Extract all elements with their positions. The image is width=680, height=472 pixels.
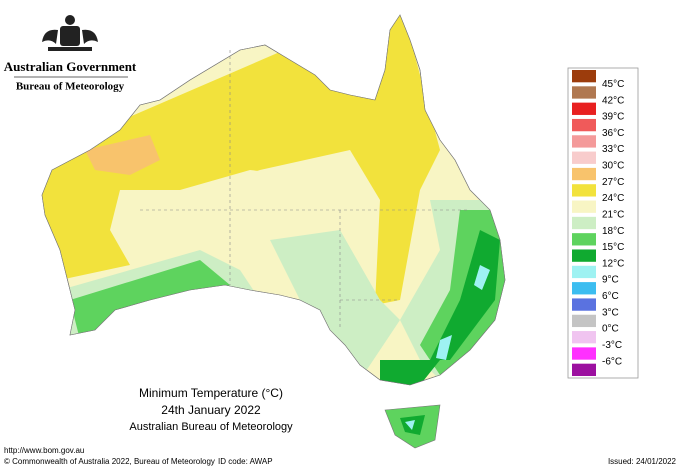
crest: [42, 15, 98, 51]
legend-label: 42°C: [602, 95, 624, 106]
government: Australian Government: [4, 59, 137, 74]
legend-swatch: [572, 70, 596, 83]
legend-swatch: [572, 331, 596, 344]
legend-swatch: [572, 363, 596, 376]
legend-label: 36°C: [602, 128, 624, 139]
legend-label: -3°C: [602, 340, 622, 351]
legend-swatch: [572, 184, 596, 197]
legend-swatch: [572, 216, 596, 230]
legend-swatch: [572, 314, 596, 328]
legend-swatch: [572, 347, 596, 360]
map-date: 24th January 2022: [161, 403, 261, 417]
legend-label: 15°C: [602, 242, 624, 253]
legend-swatch: [572, 265, 596, 279]
legend-label: 30°C: [602, 161, 624, 172]
legend-swatch: [572, 200, 596, 213]
legend-swatch: [572, 298, 596, 311]
legend-label: 18°C: [602, 226, 624, 237]
map-title: Minimum Temperature (°C): [139, 386, 283, 400]
legend-swatch: [572, 282, 596, 295]
legend-label: 33°C: [602, 144, 624, 155]
url: http://www.bom.gov.au: [4, 446, 84, 455]
legend-label: 27°C: [602, 177, 624, 188]
issued: Issued: 24/01/2022: [608, 457, 677, 466]
copyright: © Commonwealth of Australia 2022, Bureau…: [4, 457, 215, 466]
bureau: Bureau of Meteorology: [16, 81, 125, 93]
legend-swatch: [572, 118, 596, 132]
map-source: Australian Bureau of Meteorology: [129, 421, 293, 433]
legend-label: 6°C: [602, 291, 619, 302]
legend-swatch: [572, 135, 596, 148]
legend-swatch: [572, 102, 596, 115]
legend-label: 3°C: [602, 307, 619, 318]
legend-label: 9°C: [602, 275, 619, 286]
legend-swatch: [572, 151, 596, 164]
legend-label: -6°C: [602, 356, 622, 367]
legend-frame: [567, 67, 639, 379]
legend-swatch: [572, 86, 596, 99]
legend-label: 21°C: [602, 209, 624, 220]
legend-swatch: [572, 167, 596, 181]
legend-label: 0°C: [602, 324, 619, 335]
legend-swatch: [572, 233, 596, 246]
legend-label: 24°C: [602, 193, 624, 204]
legend-swatch: [572, 249, 596, 262]
id-code: ID code: AWAP: [218, 457, 273, 466]
legend-label: 45°C: [602, 79, 624, 90]
legend: 45°C 42°C 39°C 36°C 33°C 30°C 27°C 24°C 21°C 18°C…: [572, 70, 624, 376]
legend-label: 12°C: [602, 258, 624, 269]
legend-label: 39°C: [602, 112, 624, 123]
